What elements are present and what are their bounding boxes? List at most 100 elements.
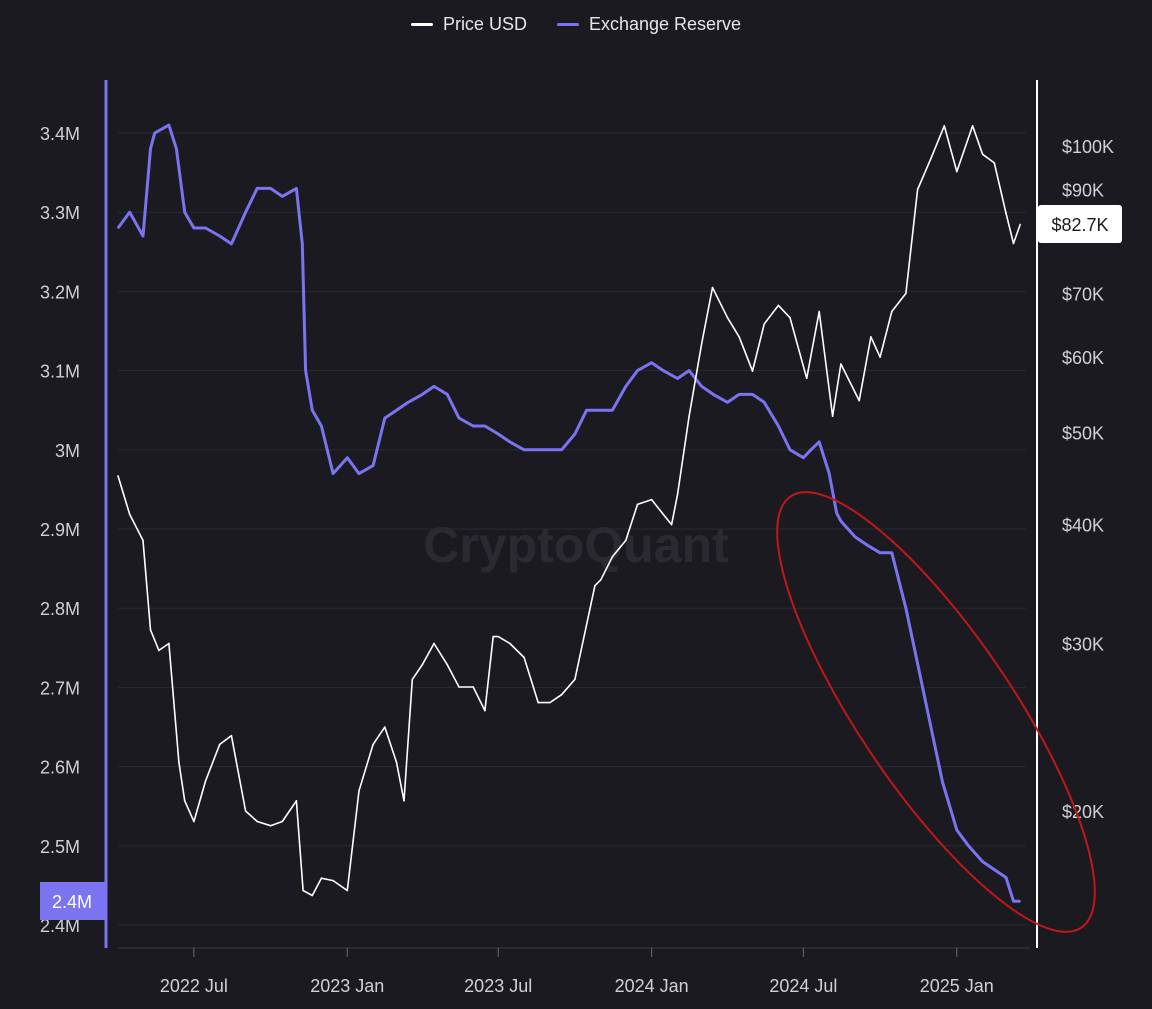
data-point-price <box>560 693 563 696</box>
left-tick-label: 2.4M <box>40 916 80 936</box>
data-point-price <box>1012 242 1015 245</box>
data-point-price <box>523 656 525 659</box>
data-point-exchange-reserve <box>611 409 614 412</box>
data-point-exchange-reserve <box>149 148 152 150</box>
data-point-price <box>726 316 729 319</box>
series-line-exchange-reserve <box>116 123 1021 903</box>
legend-swatch-price <box>410 23 433 26</box>
data-point-price <box>905 292 907 295</box>
data-point-exchange-reserve <box>818 441 821 443</box>
data-point-exchange-reserve <box>700 385 703 388</box>
data-point-exchange-reserve <box>789 449 791 451</box>
data-point-exchange-reserve <box>509 441 511 443</box>
data-point-exchange-reserve <box>636 369 639 372</box>
data-point-exchange-reserve <box>993 868 996 871</box>
data-point-price <box>1005 212 1007 214</box>
legend-item-exchange-reserve[interactable]: Exchange Reserve <box>556 14 741 35</box>
legend-label-price: Price USD <box>442 14 527 34</box>
data-point-exchange-reserve <box>941 781 944 784</box>
data-point-price <box>890 310 893 313</box>
legend: Price USD Exchange Reserve <box>0 14 1152 35</box>
x-tick-label: 2022 Jul <box>160 976 228 996</box>
data-point-exchange-reserve <box>585 409 588 412</box>
data-point-price <box>670 523 673 526</box>
data-point-price <box>509 642 511 645</box>
x-axis-ticks: 2022 Jul 2023 Jan 2023 Jul 2024 Jan 2024 Jul… <box>160 948 994 996</box>
data-point-exchange-reserve <box>599 409 602 412</box>
data-point-exchange-reserve <box>304 369 307 372</box>
data-point-exchange-reserve <box>332 472 334 475</box>
data-point-exchange-reserve <box>153 132 156 134</box>
data-point-exchange-reserve <box>523 449 525 451</box>
data-point-exchange-reserve <box>726 401 729 404</box>
data-point-exchange-reserve <box>777 425 780 427</box>
data-point-exchange-reserve <box>193 227 195 229</box>
data-point-exchange-reserve <box>320 425 323 427</box>
right-current-value-badge: $82.7K <box>1038 205 1122 243</box>
data-point-exchange-reserve <box>218 235 221 237</box>
data-point-exchange-reserve <box>372 464 374 467</box>
data-point-exchange-reserve <box>865 544 868 546</box>
data-point-price <box>295 799 298 802</box>
data-point-price <box>230 734 233 737</box>
data-point-price <box>700 342 703 345</box>
data-point-price <box>840 363 842 365</box>
data-point-price <box>777 304 780 307</box>
right-tick-label: $50K <box>1062 423 1104 443</box>
data-point-price <box>818 310 821 313</box>
right-tick-label: $90K <box>1062 181 1104 201</box>
data-point-price <box>244 810 247 812</box>
data-point-price <box>256 820 259 823</box>
data-point-exchange-reserve <box>1019 900 1021 903</box>
data-point-exchange-reserve <box>484 425 486 427</box>
data-point-exchange-reserve <box>311 409 314 412</box>
data-point-price <box>497 635 500 638</box>
data-point-exchange-reserve <box>981 860 984 863</box>
data-point-exchange-reserve <box>810 449 812 451</box>
left-axis-ticks: 2.4M 2.5M 2.6M 2.7M 2.8M 2.9M 3M 3.1M 3.2M 3.3M 3.… <box>40 124 80 936</box>
data-point-exchange-reserve <box>395 409 398 412</box>
data-point-price <box>943 125 946 127</box>
data-point-price <box>128 513 131 516</box>
data-point-exchange-reserve <box>269 187 272 190</box>
data-point-exchange-reserve <box>183 211 186 213</box>
data-point-exchange-reserve <box>142 235 144 237</box>
data-point-price <box>421 663 424 666</box>
data-point-price <box>472 686 474 688</box>
data-point-exchange-reserve <box>854 536 856 538</box>
data-point-exchange-reserve <box>549 449 551 451</box>
data-point-price <box>636 503 639 506</box>
data-point-exchange-reserve <box>676 377 679 380</box>
data-point-exchange-reserve <box>175 148 178 150</box>
data-point-exchange-reserve <box>802 456 805 459</box>
data-point-exchange-reserve <box>738 393 740 396</box>
legend-item-price[interactable]: Price USD <box>410 14 527 35</box>
highlight-ellipse <box>776 491 1096 933</box>
data-point-exchange-reserve <box>421 393 424 396</box>
left-tick-label: 3.1M <box>40 362 80 382</box>
right-current-value: $82.7K <box>1051 215 1108 235</box>
data-point-price <box>446 663 449 666</box>
data-point-exchange-reserve <box>433 385 435 388</box>
x-tick-label: 2024 Jan <box>615 976 689 996</box>
data-point-price <box>611 556 614 558</box>
right-tick-label: $70K <box>1062 284 1104 304</box>
data-point-exchange-reserve <box>458 417 460 419</box>
data-point-price <box>372 743 374 746</box>
data-point-price <box>858 399 861 402</box>
data-point-exchange-reserve <box>384 417 386 419</box>
data-point-exchange-reserve <box>955 829 958 831</box>
data-point-price <box>688 415 690 417</box>
data-point-exchange-reserve <box>407 401 409 404</box>
data-point-price <box>311 894 314 897</box>
data-point-price <box>930 157 932 160</box>
data-point-price <box>549 701 551 704</box>
data-point-price <box>158 649 160 652</box>
data-point-exchange-reserve <box>879 551 881 554</box>
data-point-price <box>142 539 144 542</box>
data-point-price <box>193 820 195 823</box>
data-point-price <box>955 170 958 173</box>
data-point-price <box>676 493 679 496</box>
data-point-exchange-reserve <box>560 449 563 451</box>
data-point-exchange-reserve <box>662 369 665 372</box>
